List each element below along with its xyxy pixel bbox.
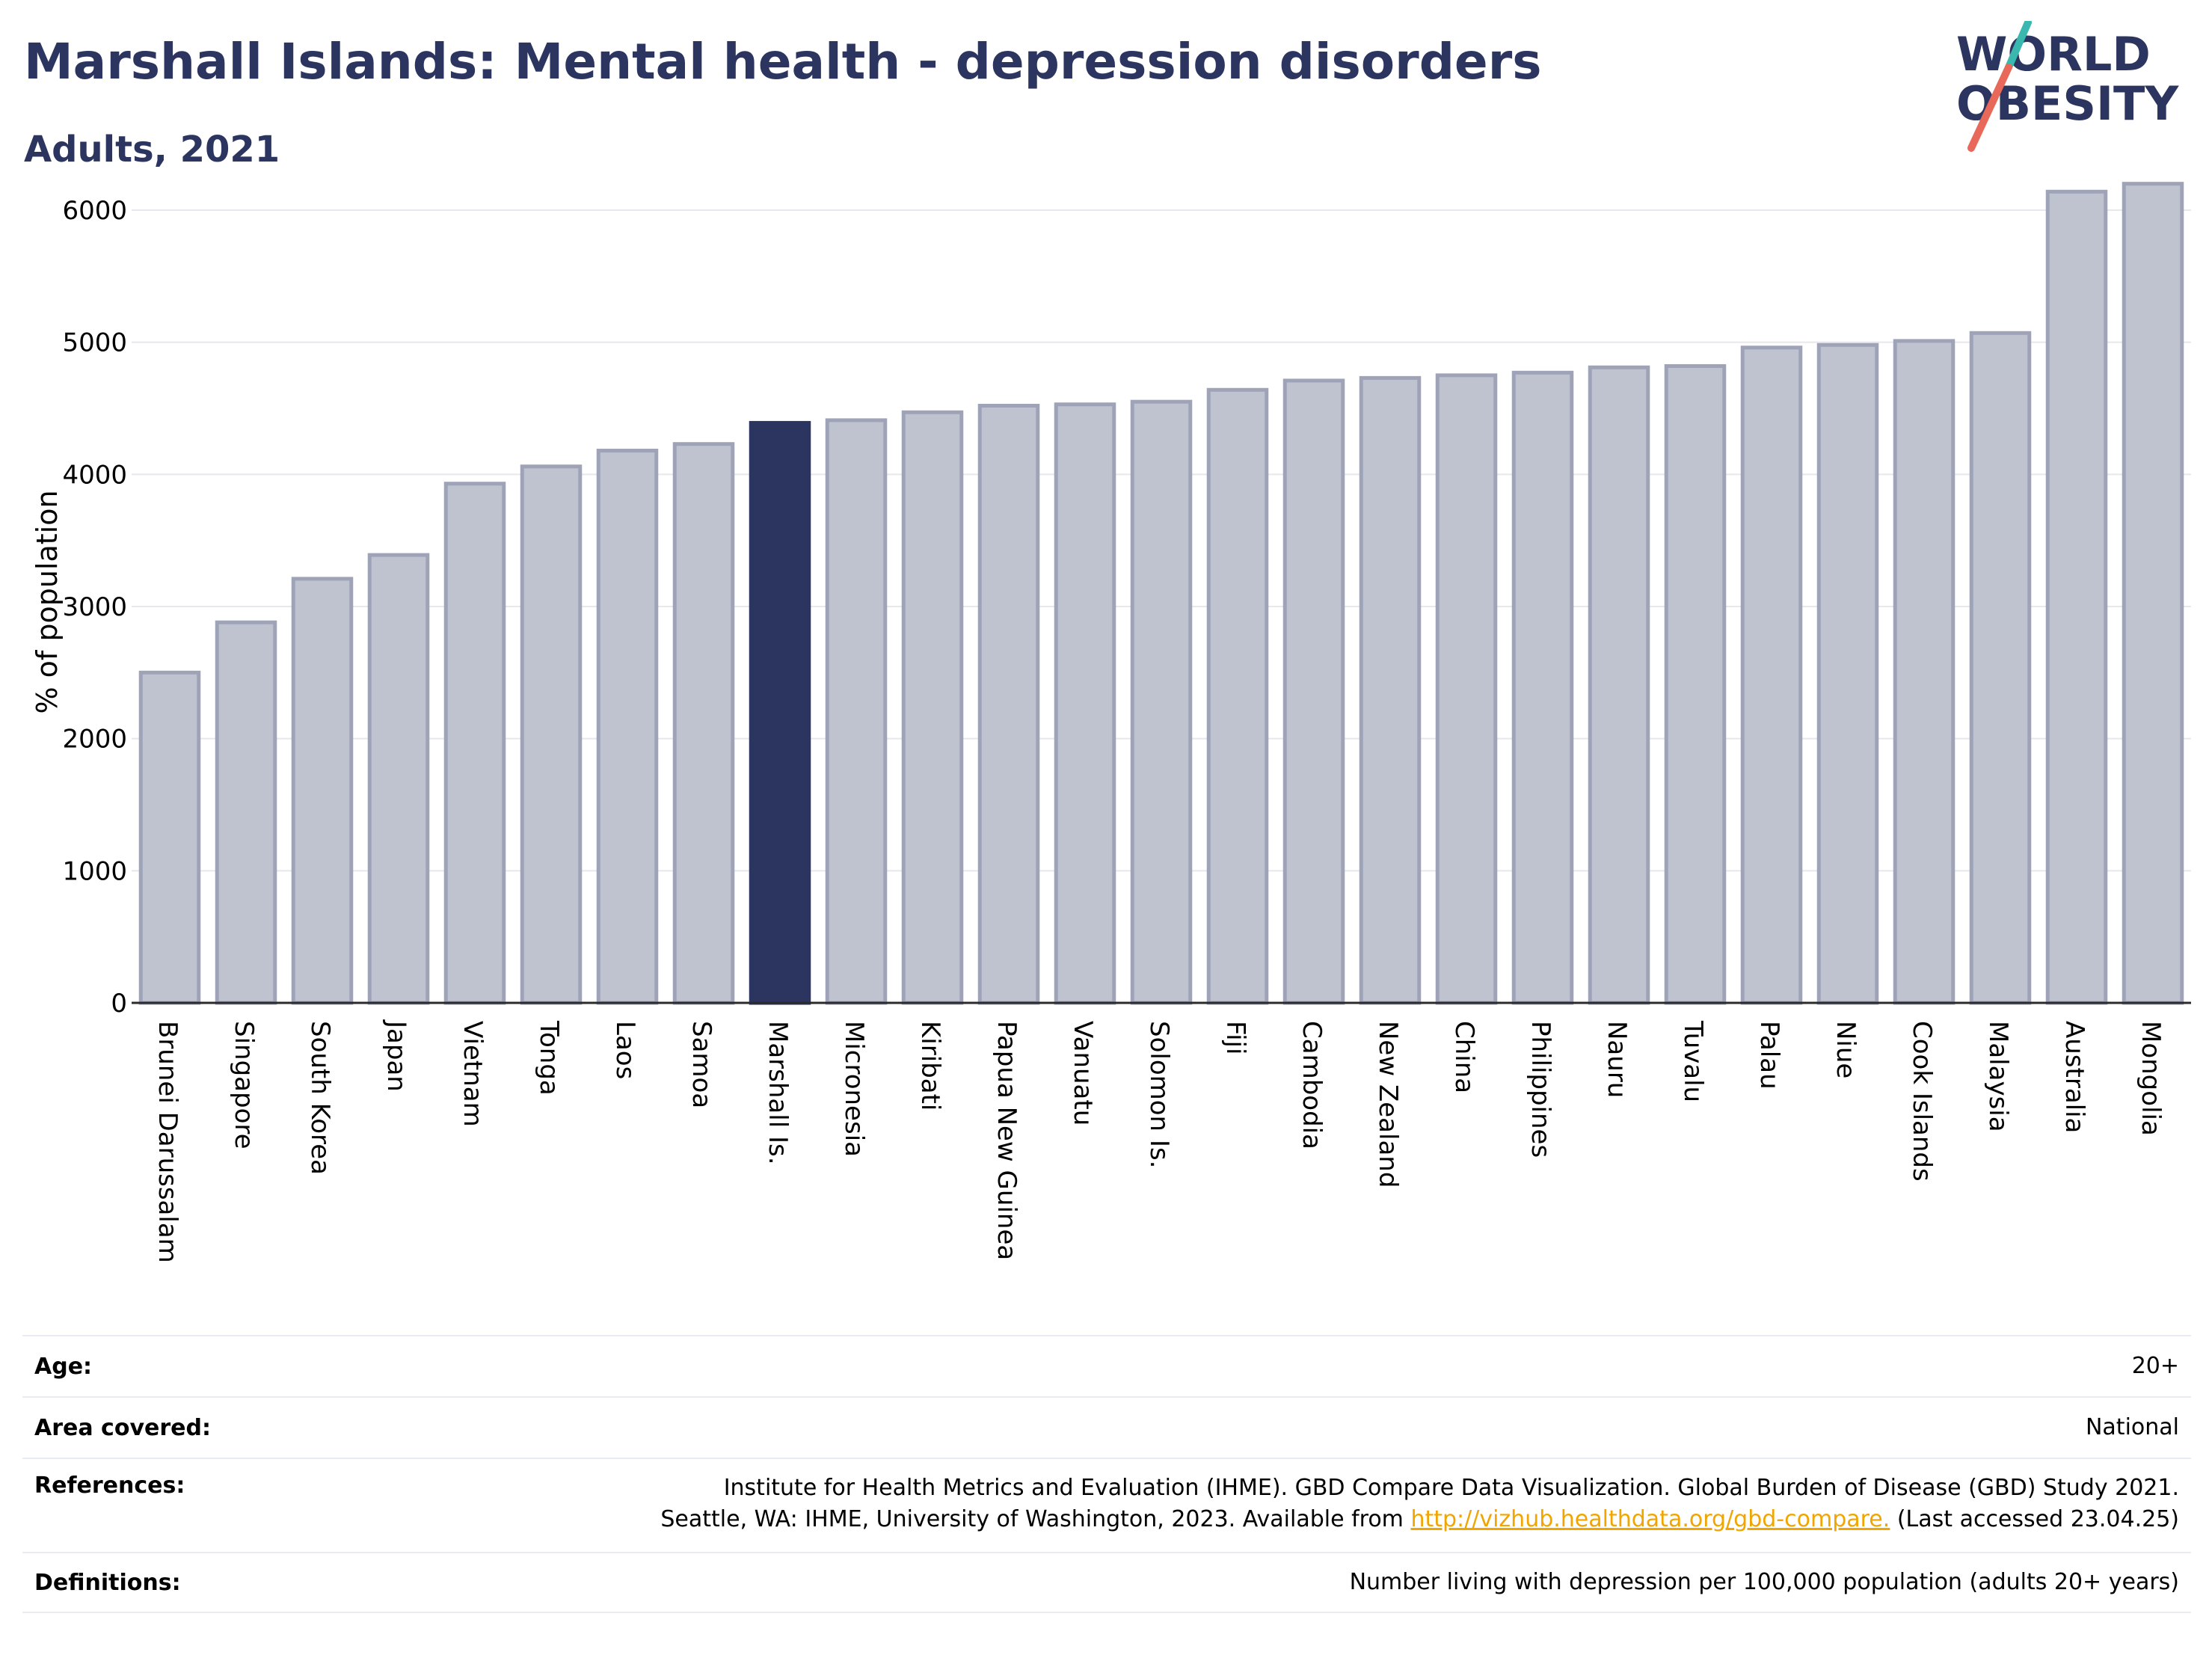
x-tick-label: Nauru	[1602, 1021, 1632, 1098]
bar-vanuatu	[1054, 402, 1116, 1005]
bar-vietnam	[443, 482, 506, 1005]
bar-mongolia	[2122, 182, 2184, 1005]
x-tick-label: Malaysia	[1983, 1021, 2013, 1132]
bar-tonga	[520, 464, 583, 1005]
bar-marshall-is	[749, 420, 811, 1005]
x-tick-label: Niue	[1831, 1021, 1861, 1078]
x-tick-label: Palau	[1754, 1021, 1784, 1090]
reference-line1: Institute for Health Metrics and Evaluat…	[723, 1475, 2179, 1501]
bar-cook-islands	[1893, 339, 1956, 1005]
x-tick-label: Laos	[610, 1021, 640, 1079]
bar-china	[1435, 373, 1498, 1005]
x-tick-label: Micronesia	[839, 1021, 869, 1157]
bar-papua-new-guinea	[977, 403, 1040, 1005]
y-tick-label: 3000	[62, 592, 127, 622]
meta-definitions-value: Number living with depression per 100,00…	[1349, 1569, 2179, 1595]
x-tick-label: Tuvalu	[1678, 1020, 1708, 1102]
x-tick-label: Solomon Is.	[1144, 1021, 1174, 1168]
meta-definitions-label: Definitions:	[34, 1569, 181, 1596]
y-tick-label: 2000	[62, 725, 127, 755]
x-tick-label: Japan	[381, 1019, 411, 1092]
x-tick-label: Samoa	[686, 1021, 716, 1108]
y-tick-label: 1000	[62, 856, 127, 886]
meta-row-age: Age: 20+	[22, 1335, 2191, 1396]
x-tick-label: Tonga	[534, 1020, 564, 1096]
meta-row-definitions: Definitions: Number living with depressi…	[22, 1552, 2191, 1613]
meta-age-value: 20+	[2131, 1353, 2179, 1379]
meta-area-label: Area covered:	[34, 1414, 211, 1441]
x-tick-label: Marshall Is.	[763, 1021, 793, 1165]
x-tick-label: China	[1449, 1021, 1479, 1093]
bars	[138, 182, 2184, 1005]
bar-samoa	[672, 442, 735, 1005]
metadata-table: Age: 20+ Area covered: National Referenc…	[22, 1335, 2191, 1613]
bar-micronesia	[825, 418, 888, 1005]
x-tick-label: Australia	[2059, 1021, 2089, 1133]
bar-malaysia	[1969, 331, 2032, 1005]
reference-line2-post: (Last accessed 23.04.25)	[1890, 1506, 2179, 1532]
x-tick-label: Brunei Darussalam	[153, 1021, 182, 1263]
x-tick-label: Mongolia	[2136, 1021, 2166, 1136]
bar-kiribati	[901, 410, 964, 1005]
x-tick-label: Cook Islands	[1907, 1021, 1937, 1182]
y-tick-label: 6000	[62, 196, 127, 226]
reference-link[interactable]: http://vizhub.healthdata.org/gbd-compare…	[1410, 1506, 1890, 1532]
bar-niue	[1816, 343, 1879, 1005]
x-tick-label: Kiribati	[915, 1021, 945, 1111]
y-tick-label: 4000	[62, 460, 127, 490]
x-tick-label: New Zealand	[1373, 1021, 1403, 1188]
world-obesity-logo: WORLD OBESITY	[1956, 21, 2179, 152]
logo-line1: WORLD	[1956, 27, 2151, 82]
meta-age-label: Age:	[34, 1353, 93, 1380]
x-axis-ticks: Brunei Darussalam Singapore South Korea Jap…	[153, 1019, 2166, 1263]
bar-fiji	[1206, 387, 1269, 1005]
bar-australia	[2045, 189, 2108, 1005]
x-tick-label: Cambodia	[1297, 1021, 1327, 1149]
bar-philippines	[1511, 370, 1574, 1005]
y-axis-ticks: 0 1000 2000 3000 4000 5000 6000	[62, 196, 127, 1019]
meta-references-value: Institute for Health Metrics and Evaluat…	[660, 1473, 2191, 1535]
x-tick-label: Singapore	[229, 1021, 259, 1149]
y-tick-label: 5000	[62, 328, 127, 358]
bar-laos	[596, 449, 659, 1005]
bar-solomon-is	[1130, 399, 1193, 1005]
y-axis-label: % of population	[31, 490, 64, 713]
bar-palau	[1740, 346, 1803, 1005]
bar-japan	[367, 553, 430, 1005]
y-tick-label: 0	[111, 989, 127, 1019]
meta-row-references: References: Institute for Health Metrics…	[22, 1458, 2191, 1552]
bar-chart: 0 1000 2000 3000 4000 5000 6000 Brunei Darussa…	[31, 182, 2191, 1263]
chart-subtitle: Adults, 2021	[24, 129, 280, 171]
meta-references-label: References:	[34, 1473, 185, 1499]
bar-singapore	[215, 620, 277, 1005]
x-tick-label: Papua New Guinea	[992, 1021, 1021, 1260]
x-tick-label: Vanuatu	[1068, 1021, 1098, 1126]
bar-tuvalu	[1664, 363, 1727, 1005]
bar-cambodia	[1282, 378, 1345, 1005]
x-tick-label: Philippines	[1526, 1021, 1555, 1158]
x-tick-label: South Korea	[305, 1021, 335, 1175]
x-tick-label: Fiji	[1220, 1021, 1250, 1054]
meta-area-value: National	[2085, 1414, 2179, 1440]
chart-title: Marshall Islands: Mental health - depres…	[24, 33, 1542, 90]
bar-south-korea	[291, 577, 354, 1005]
reference-line2-pre: Seattle, WA: IHME, University of Washing…	[660, 1506, 1411, 1532]
bar-new-zealand	[1359, 375, 1422, 1005]
meta-row-area: Area covered: National	[22, 1396, 2191, 1458]
x-tick-label: Vietnam	[458, 1021, 488, 1127]
bar-nauru	[1588, 365, 1650, 1005]
bar-brunei-darussalam	[138, 670, 201, 1005]
